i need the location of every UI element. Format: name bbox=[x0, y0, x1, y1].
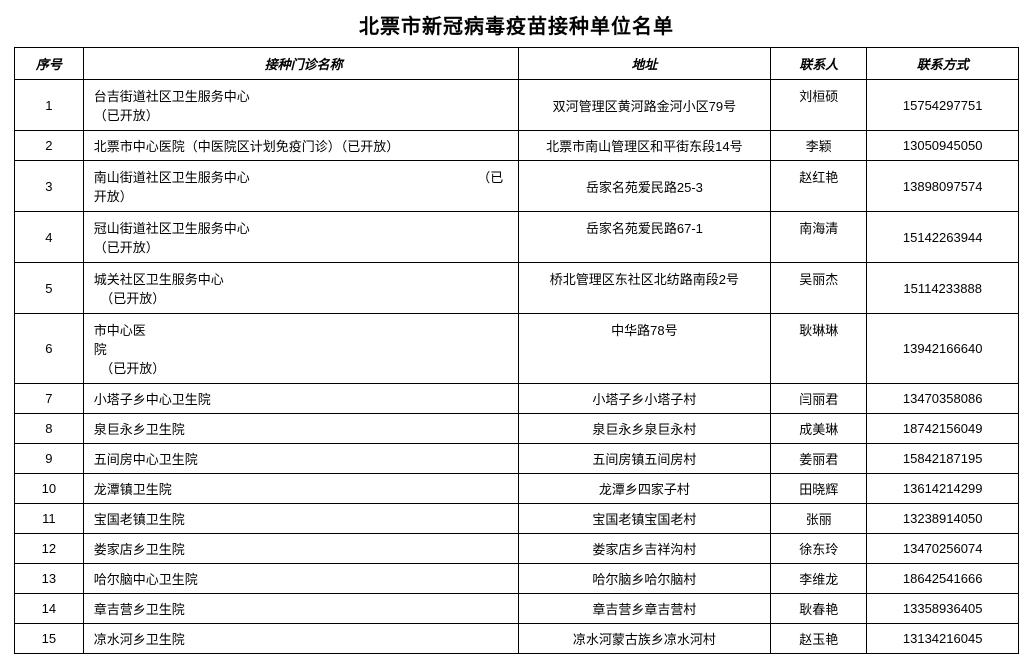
cell-seq: 10 bbox=[15, 474, 84, 504]
table-row: 3南山街道社区卫生服务中心 （已开放）岳家名苑爱民路25-3赵红艳1389809… bbox=[15, 161, 1019, 212]
table-row: 4冠山街道社区卫生服务中心 （已开放）岳家名苑爱民路67-1南海清1514226… bbox=[15, 212, 1019, 263]
cell-phone: 15842187195 bbox=[867, 444, 1019, 474]
cell-phone: 13898097574 bbox=[867, 161, 1019, 212]
col-header-name: 接种门诊名称 bbox=[83, 48, 518, 80]
col-header-contact: 联系人 bbox=[771, 48, 867, 80]
cell-seq: 13 bbox=[15, 564, 84, 594]
cell-contact: 成美琳 bbox=[771, 414, 867, 444]
cell-seq: 4 bbox=[15, 212, 84, 263]
col-header-seq: 序号 bbox=[15, 48, 84, 80]
table-row: 13哈尔脑中心卫生院哈尔脑乡哈尔脑村李维龙18642541666 bbox=[15, 564, 1019, 594]
cell-name: 小塔子乡中心卫生院 bbox=[83, 384, 518, 414]
col-header-addr: 地址 bbox=[518, 48, 771, 80]
cell-name: 龙潭镇卫生院 bbox=[83, 474, 518, 504]
page-title: 北票市新冠病毒疫苗接种单位名单 bbox=[14, 10, 1019, 39]
cell-phone: 13358936405 bbox=[867, 594, 1019, 624]
cell-addr: 龙潭乡四家子村 bbox=[518, 474, 771, 504]
cell-addr: 五间房镇五间房村 bbox=[518, 444, 771, 474]
cell-addr: 章吉营乡章吉营村 bbox=[518, 594, 771, 624]
cell-seq: 2 bbox=[15, 131, 84, 161]
cell-seq: 11 bbox=[15, 504, 84, 534]
cell-seq: 12 bbox=[15, 534, 84, 564]
cell-name: 台吉街道社区卫生服务中心 （已开放） bbox=[83, 80, 518, 131]
cell-name: 娄家店乡卫生院 bbox=[83, 534, 518, 564]
cell-seq: 9 bbox=[15, 444, 84, 474]
table-row: 11宝国老镇卫生院宝国老镇宝国老村张丽13238914050 bbox=[15, 504, 1019, 534]
cell-addr: 宝国老镇宝国老村 bbox=[518, 504, 771, 534]
cell-addr: 娄家店乡吉祥沟村 bbox=[518, 534, 771, 564]
cell-addr: 岳家名苑爱民路67-1 bbox=[518, 212, 771, 263]
cell-addr: 北票市南山管理区和平街东段14号 bbox=[518, 131, 771, 161]
table-row: 1台吉街道社区卫生服务中心 （已开放）双河管理区黄河路金河小区79号刘桓硕157… bbox=[15, 80, 1019, 131]
cell-contact: 耿春艳 bbox=[771, 594, 867, 624]
cell-contact: 赵红艳 bbox=[771, 161, 867, 212]
cell-seq: 8 bbox=[15, 414, 84, 444]
vaccine-sites-table: 序号 接种门诊名称 地址 联系人 联系方式 1台吉街道社区卫生服务中心 （已开放… bbox=[14, 47, 1019, 654]
cell-addr: 哈尔脑乡哈尔脑村 bbox=[518, 564, 771, 594]
cell-name: 市中心医院 （已开放） bbox=[83, 314, 518, 384]
table-header-row: 序号 接种门诊名称 地址 联系人 联系方式 bbox=[15, 48, 1019, 80]
cell-seq: 15 bbox=[15, 624, 84, 654]
table-row: 5城关社区卫生服务中心 （已开放）桥北管理区东社区北纺路南段2号吴丽杰15114… bbox=[15, 263, 1019, 314]
cell-phone: 13238914050 bbox=[867, 504, 1019, 534]
cell-contact: 田晓辉 bbox=[771, 474, 867, 504]
cell-phone: 13470358086 bbox=[867, 384, 1019, 414]
cell-name: 冠山街道社区卫生服务中心 （已开放） bbox=[83, 212, 518, 263]
table-body: 1台吉街道社区卫生服务中心 （已开放）双河管理区黄河路金河小区79号刘桓硕157… bbox=[15, 80, 1019, 654]
cell-addr: 双河管理区黄河路金河小区79号 bbox=[518, 80, 771, 131]
table-row: 12娄家店乡卫生院娄家店乡吉祥沟村徐东玲13470256074 bbox=[15, 534, 1019, 564]
cell-seq: 5 bbox=[15, 263, 84, 314]
cell-contact: 姜丽君 bbox=[771, 444, 867, 474]
cell-phone: 15142263944 bbox=[867, 212, 1019, 263]
table-row: 10龙潭镇卫生院龙潭乡四家子村田晓辉13614214299 bbox=[15, 474, 1019, 504]
cell-addr: 岳家名苑爱民路25-3 bbox=[518, 161, 771, 212]
cell-contact: 刘桓硕 bbox=[771, 80, 867, 131]
table-row: 7小塔子乡中心卫生院小塔子乡小塔子村闫丽君13470358086 bbox=[15, 384, 1019, 414]
cell-contact: 李颖 bbox=[771, 131, 867, 161]
cell-contact: 李维龙 bbox=[771, 564, 867, 594]
cell-seq: 7 bbox=[15, 384, 84, 414]
table-row: 9五间房中心卫生院五间房镇五间房村姜丽君15842187195 bbox=[15, 444, 1019, 474]
cell-name: 凉水河乡卫生院 bbox=[83, 624, 518, 654]
cell-name: 章吉营乡卫生院 bbox=[83, 594, 518, 624]
cell-phone: 13470256074 bbox=[867, 534, 1019, 564]
table-row: 2北票市中心医院（中医院区计划免疫门诊）（已开放）北票市南山管理区和平街东段14… bbox=[15, 131, 1019, 161]
table-row: 6市中心医院 （已开放）中华路78号耿琳琳13942166640 bbox=[15, 314, 1019, 384]
cell-seq: 3 bbox=[15, 161, 84, 212]
cell-contact: 耿琳琳 bbox=[771, 314, 867, 384]
cell-addr: 小塔子乡小塔子村 bbox=[518, 384, 771, 414]
cell-seq: 14 bbox=[15, 594, 84, 624]
col-header-phone: 联系方式 bbox=[867, 48, 1019, 80]
table-row: 8泉巨永乡卫生院泉巨永乡泉巨永村成美琳18742156049 bbox=[15, 414, 1019, 444]
cell-name: 北票市中心医院（中医院区计划免疫门诊）（已开放） bbox=[83, 131, 518, 161]
table-row: 15凉水河乡卫生院凉水河蒙古族乡凉水河村赵玉艳13134216045 bbox=[15, 624, 1019, 654]
cell-name: 南山街道社区卫生服务中心 （已开放） bbox=[83, 161, 518, 212]
cell-addr: 凉水河蒙古族乡凉水河村 bbox=[518, 624, 771, 654]
cell-phone: 18642541666 bbox=[867, 564, 1019, 594]
cell-phone: 13614214299 bbox=[867, 474, 1019, 504]
cell-seq: 1 bbox=[15, 80, 84, 131]
cell-contact: 张丽 bbox=[771, 504, 867, 534]
cell-phone: 13134216045 bbox=[867, 624, 1019, 654]
cell-addr: 中华路78号 bbox=[518, 314, 771, 384]
cell-name: 城关社区卫生服务中心 （已开放） bbox=[83, 263, 518, 314]
cell-name: 五间房中心卫生院 bbox=[83, 444, 518, 474]
cell-contact: 南海清 bbox=[771, 212, 867, 263]
cell-name: 泉巨永乡卫生院 bbox=[83, 414, 518, 444]
cell-phone: 18742156049 bbox=[867, 414, 1019, 444]
cell-phone: 13050945050 bbox=[867, 131, 1019, 161]
cell-phone: 15114233888 bbox=[867, 263, 1019, 314]
cell-addr: 泉巨永乡泉巨永村 bbox=[518, 414, 771, 444]
cell-phone: 15754297751 bbox=[867, 80, 1019, 131]
cell-name: 宝国老镇卫生院 bbox=[83, 504, 518, 534]
cell-contact: 吴丽杰 bbox=[771, 263, 867, 314]
cell-addr: 桥北管理区东社区北纺路南段2号 bbox=[518, 263, 771, 314]
cell-name: 哈尔脑中心卫生院 bbox=[83, 564, 518, 594]
cell-contact: 赵玉艳 bbox=[771, 624, 867, 654]
cell-phone: 13942166640 bbox=[867, 314, 1019, 384]
table-row: 14章吉营乡卫生院章吉营乡章吉营村耿春艳13358936405 bbox=[15, 594, 1019, 624]
cell-seq: 6 bbox=[15, 314, 84, 384]
cell-contact: 闫丽君 bbox=[771, 384, 867, 414]
cell-contact: 徐东玲 bbox=[771, 534, 867, 564]
